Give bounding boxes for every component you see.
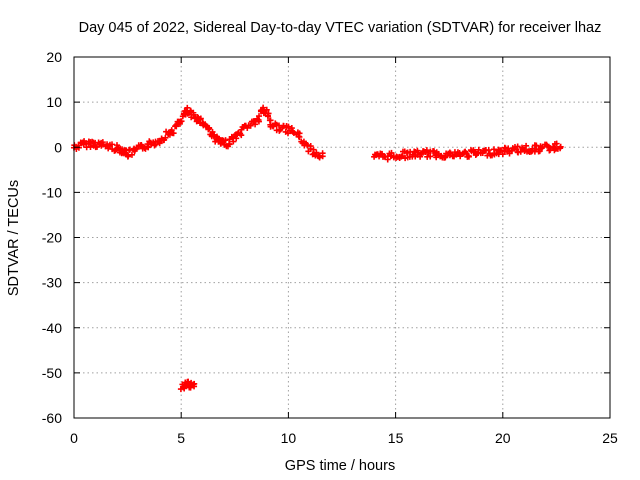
data-point — [170, 130, 177, 137]
x-tick-label: 5 — [177, 430, 185, 446]
y-tick-label: -20 — [42, 230, 62, 246]
data-point — [222, 137, 229, 144]
data-point — [197, 115, 204, 122]
axis-ticks — [73, 56, 611, 419]
data-point — [87, 144, 94, 151]
data-point — [178, 118, 185, 125]
data-point — [313, 149, 320, 156]
data-point — [168, 127, 175, 134]
data-point — [238, 132, 245, 139]
x-tick-label: 15 — [388, 430, 404, 446]
data-point — [465, 152, 472, 159]
y-tick-label: 20 — [46, 49, 62, 65]
data-point — [296, 134, 303, 141]
data-point — [145, 144, 152, 151]
data-point — [316, 154, 323, 161]
data-point — [205, 124, 212, 131]
data-point — [94, 143, 101, 150]
y-tick-label: -50 — [42, 365, 62, 381]
data-point — [263, 106, 270, 113]
data-point — [557, 143, 564, 150]
data-point — [125, 152, 132, 159]
data-point — [264, 113, 271, 120]
x-axis-label: GPS time / hours — [285, 458, 395, 474]
data-point — [433, 154, 440, 161]
data-point — [256, 113, 263, 120]
y-axis-label: SDTVAR / TECUs — [6, 180, 22, 296]
data-point — [191, 383, 198, 390]
data-point — [285, 123, 292, 130]
data-point — [388, 149, 395, 156]
data-point — [162, 134, 169, 141]
data-point — [523, 142, 530, 149]
data-point — [475, 146, 482, 153]
data-point — [247, 122, 254, 129]
data-point — [173, 123, 180, 130]
data-point — [319, 153, 326, 160]
data-point — [485, 147, 492, 154]
y-tick-label: 10 — [46, 94, 62, 110]
data-point — [184, 104, 191, 111]
y-tick-label: -30 — [42, 275, 62, 291]
data-point — [152, 141, 159, 148]
x-tick-label: 0 — [70, 430, 78, 446]
x-tick-label: 20 — [495, 430, 511, 446]
y-tick-labels: -60 -50 -40 -30 -20 -10 0 10 20 — [42, 49, 62, 426]
chart-title: Day 045 of 2022, Sidereal Day-to-day VTE… — [79, 20, 602, 36]
y-tick-label: 0 — [54, 139, 62, 155]
data-point — [514, 143, 521, 150]
x-tick-label: 25 — [602, 430, 618, 446]
y-tick-label: -40 — [42, 320, 62, 336]
data-point — [156, 140, 163, 147]
x-tick-label: 10 — [281, 430, 297, 446]
data-point — [120, 150, 127, 157]
data-point — [230, 138, 237, 145]
data-point — [553, 140, 560, 147]
data-point — [498, 147, 505, 154]
data-point — [427, 153, 434, 160]
y-tick-label: -10 — [42, 184, 62, 200]
data-point — [128, 151, 135, 158]
data-points — [70, 104, 564, 393]
y-tick-label: -60 — [42, 410, 62, 426]
x-tick-labels: 0 5 10 15 20 25 — [70, 430, 618, 446]
